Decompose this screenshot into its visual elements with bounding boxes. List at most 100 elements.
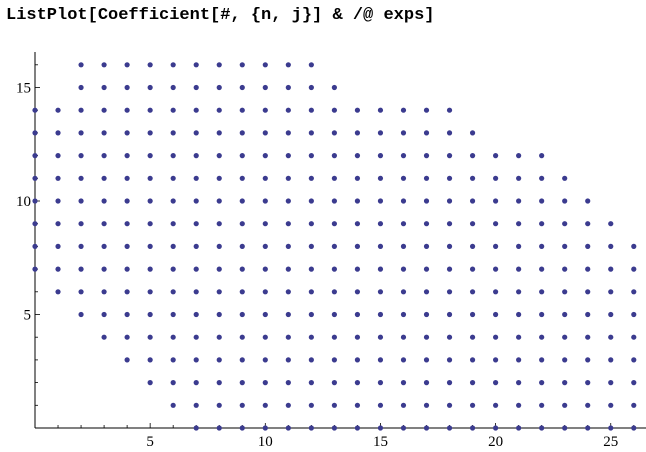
data-point — [608, 289, 614, 295]
data-point — [239, 221, 245, 227]
data-point — [147, 357, 153, 363]
data-point — [354, 334, 361, 340]
data-point — [216, 425, 222, 431]
data-point — [446, 402, 453, 408]
data-point — [400, 243, 407, 249]
data-point — [170, 334, 176, 340]
data-point — [331, 221, 337, 227]
data-point — [170, 107, 176, 113]
data-point — [562, 221, 568, 227]
data-point — [308, 107, 314, 113]
data-point — [539, 380, 545, 386]
data-point — [331, 175, 337, 181]
data-point — [101, 334, 107, 340]
data-point — [285, 243, 291, 249]
data-point — [124, 62, 130, 68]
data-point — [239, 62, 245, 68]
data-point — [423, 198, 430, 204]
data-point — [400, 175, 407, 181]
data-point — [285, 107, 291, 113]
data-point — [262, 311, 268, 318]
data-point — [354, 130, 361, 136]
data-point — [216, 175, 222, 181]
data-point — [423, 243, 430, 249]
data-point — [308, 425, 314, 431]
data-point — [124, 221, 130, 227]
data-point — [377, 153, 384, 159]
data-point — [423, 130, 430, 136]
x-tick-label: 15 — [373, 434, 388, 450]
data-point — [170, 266, 176, 272]
data-point — [446, 130, 453, 136]
data-point — [562, 311, 568, 318]
data-point — [216, 311, 222, 318]
data-point — [239, 380, 245, 386]
data-point — [101, 130, 107, 136]
data-point — [377, 402, 384, 408]
data-point — [193, 175, 199, 181]
data-point — [354, 243, 361, 249]
data-point — [469, 130, 476, 136]
data-point — [516, 221, 522, 227]
data-point — [285, 62, 291, 68]
data-point — [493, 425, 499, 431]
data-point — [608, 425, 614, 431]
data-point — [193, 334, 199, 340]
data-point — [539, 311, 545, 318]
data-point — [400, 380, 407, 386]
data-point — [239, 357, 245, 363]
data-point — [170, 130, 176, 136]
data-point — [354, 425, 361, 431]
data-point — [239, 107, 245, 113]
data-point — [32, 266, 38, 272]
points-layer — [32, 62, 637, 431]
data-point — [170, 84, 176, 91]
data-point — [354, 380, 361, 386]
data-point — [262, 357, 268, 363]
data-point — [55, 266, 61, 272]
data-point — [216, 380, 222, 386]
data-point — [285, 334, 291, 340]
data-point — [354, 198, 361, 204]
data-point — [539, 402, 545, 408]
data-point — [193, 402, 199, 408]
data-point — [608, 357, 614, 363]
data-point — [262, 334, 268, 340]
data-point — [193, 425, 199, 431]
data-point — [170, 380, 176, 386]
data-point — [331, 425, 337, 431]
data-point — [55, 175, 61, 181]
data-point — [608, 380, 614, 386]
data-point — [585, 289, 591, 295]
data-point — [377, 130, 384, 136]
data-point — [423, 266, 430, 272]
data-point — [308, 84, 314, 91]
data-point — [101, 107, 107, 113]
data-point — [239, 243, 245, 249]
data-point — [469, 243, 476, 249]
data-point — [308, 380, 314, 386]
data-point — [147, 266, 153, 272]
data-point — [400, 130, 407, 136]
data-point — [446, 380, 453, 386]
tick-labels: 5 10 15 20 25 5 10 15 — [16, 81, 618, 451]
data-point — [539, 243, 545, 249]
data-point — [193, 62, 199, 68]
data-point — [216, 84, 222, 91]
data-point — [216, 402, 222, 408]
data-point — [193, 107, 199, 113]
data-point — [493, 357, 499, 363]
data-point — [193, 153, 199, 159]
data-point — [423, 334, 430, 340]
data-point — [32, 130, 38, 136]
data-point — [331, 107, 337, 113]
data-point — [423, 311, 430, 318]
data-point — [55, 198, 61, 204]
data-point — [216, 334, 222, 340]
data-point — [469, 221, 476, 227]
data-point — [216, 357, 222, 363]
data-point — [562, 357, 568, 363]
data-point — [331, 198, 337, 204]
data-point — [516, 198, 522, 204]
data-point — [423, 107, 430, 113]
